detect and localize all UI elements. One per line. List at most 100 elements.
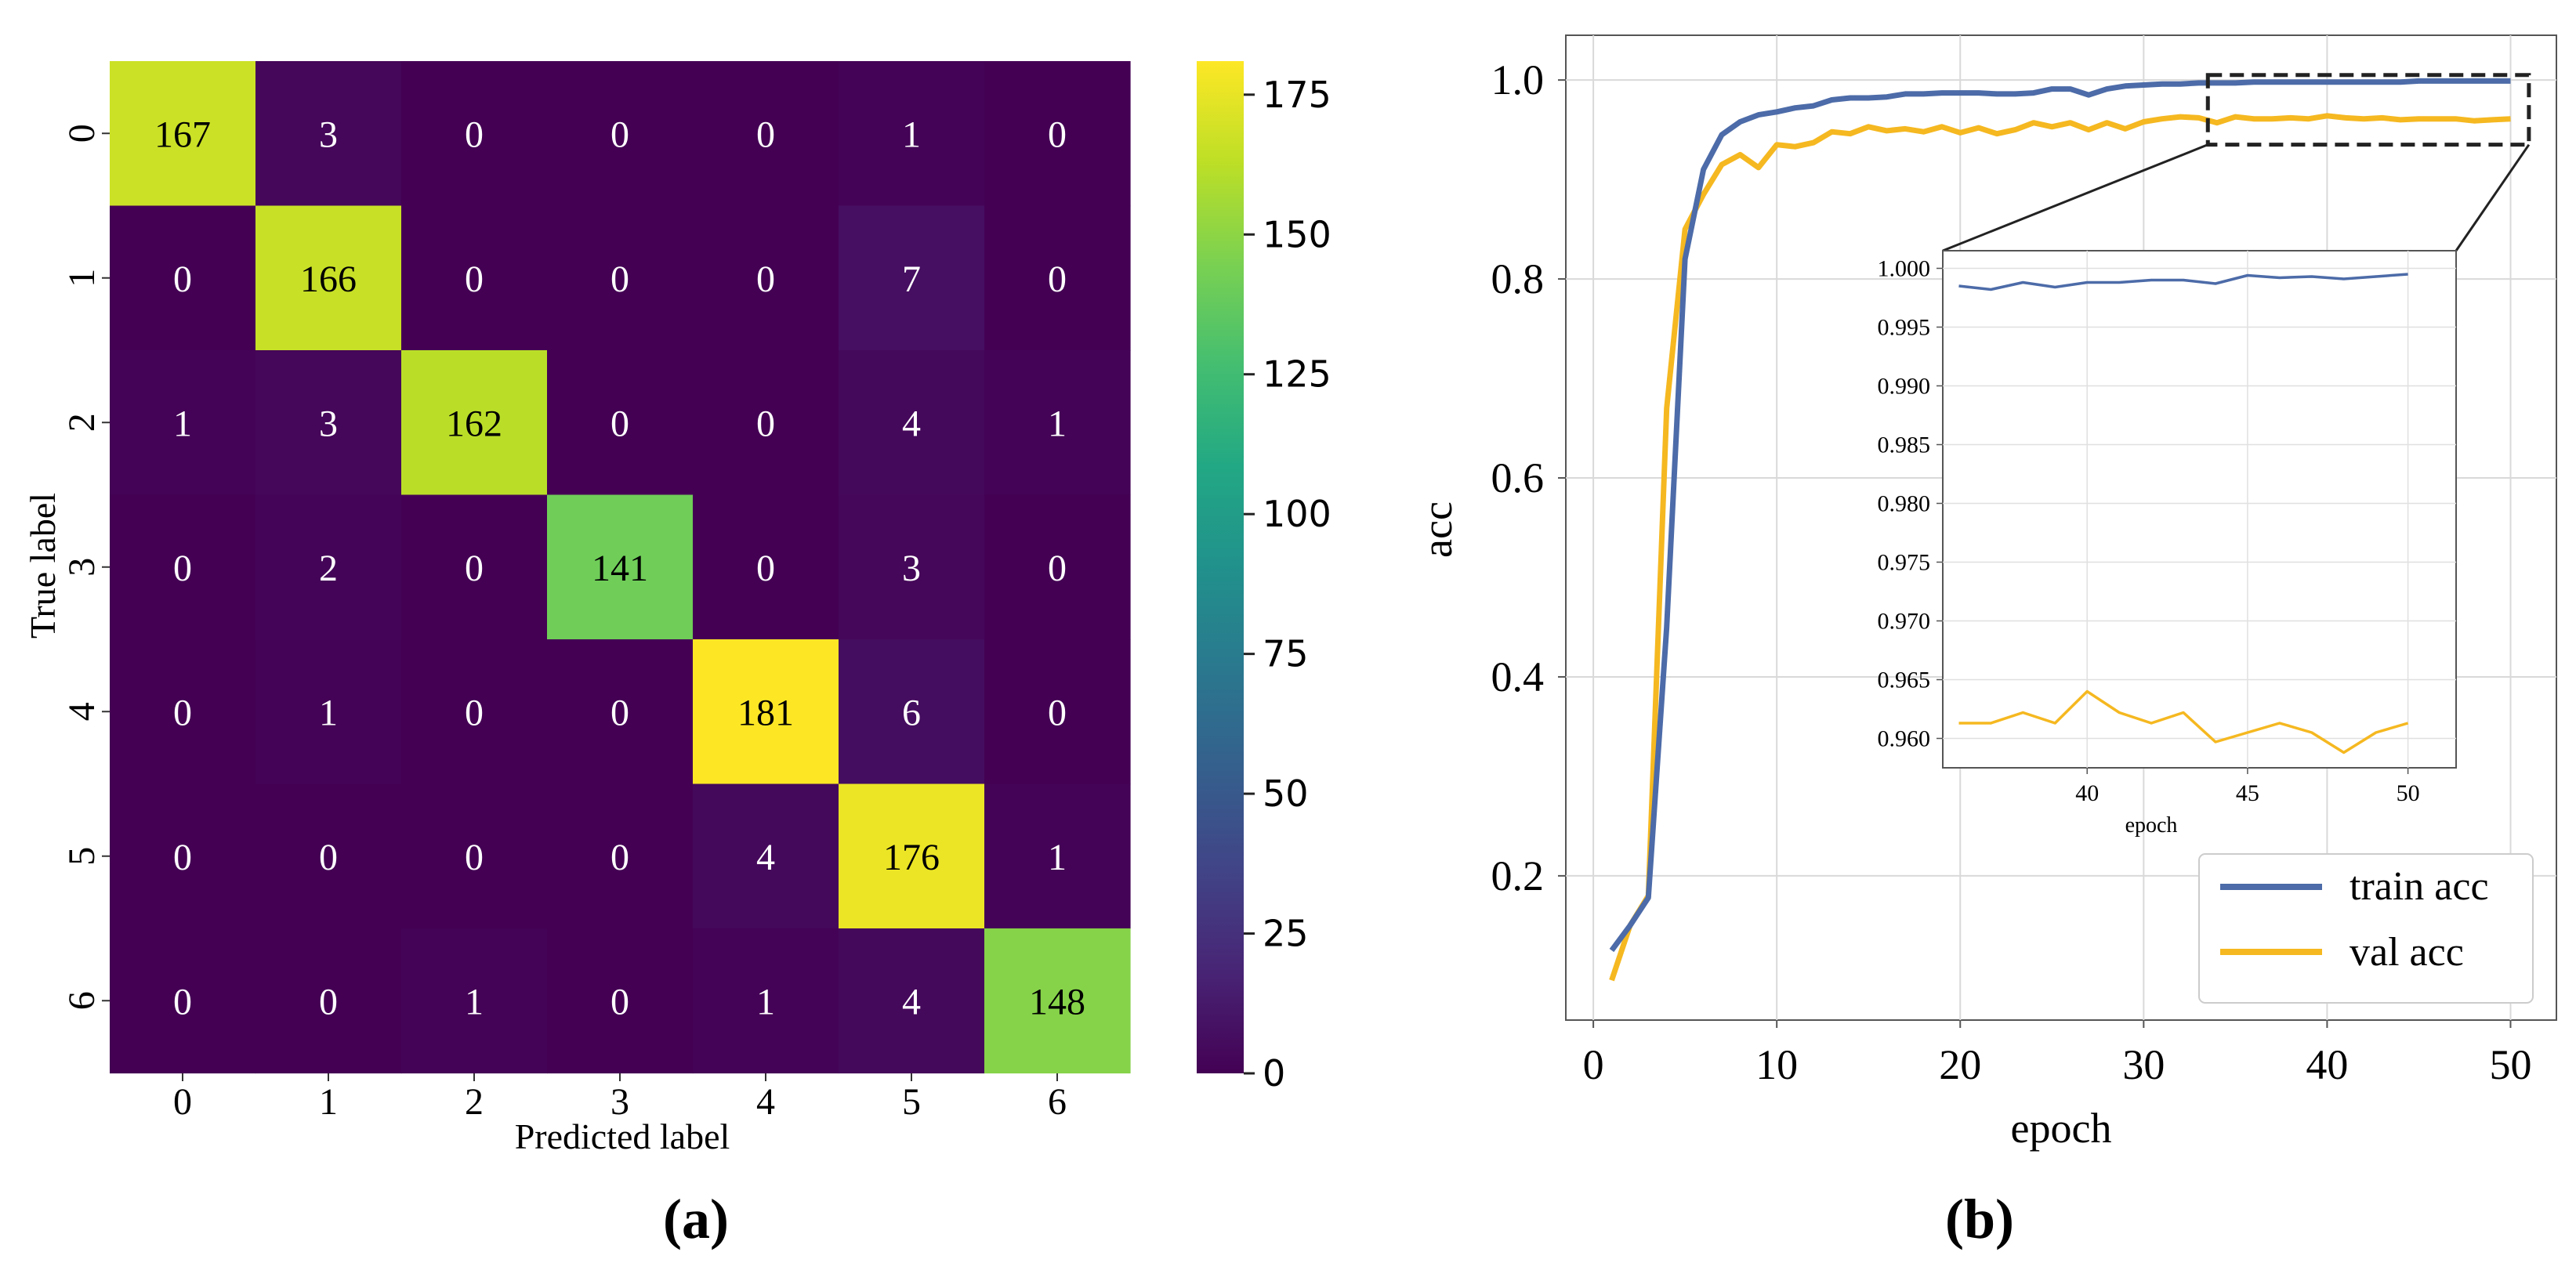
heatmap-x-tick-label: 5 bbox=[902, 1081, 921, 1123]
heatmap-y-tick-label: 1 bbox=[61, 269, 103, 288]
heatmap-cell-value: 1 bbox=[465, 981, 484, 1022]
heatmap-cell bbox=[984, 61, 1131, 207]
heatmap-cell-value: 1 bbox=[319, 692, 338, 733]
heatmap-y-tick-label: 4 bbox=[61, 702, 103, 721]
heatmap-cell bbox=[693, 928, 839, 1074]
heatmap-cell bbox=[401, 928, 548, 1074]
heatmap-y-tick-label: 2 bbox=[61, 413, 103, 432]
heatmap-y-label: True label bbox=[23, 493, 63, 639]
heatmap-cell-value: 0 bbox=[610, 403, 629, 444]
heatmap-cell-value: 0 bbox=[610, 259, 629, 300]
heatmap-cell bbox=[693, 494, 839, 640]
inset-plot-area bbox=[1942, 250, 2457, 769]
heatmap-cell bbox=[693, 350, 839, 496]
heatmap-cells bbox=[110, 61, 1131, 1074]
heatmap-cell-value: 7 bbox=[902, 259, 921, 300]
heatmap-x-ticks: 0 1 2 3 4 5 6 bbox=[173, 1073, 1067, 1123]
colorbar-tick-label: 0 bbox=[1263, 1052, 1285, 1095]
inset-y-tick-label: 0.995 bbox=[1878, 315, 1931, 341]
heatmap-cell-value: 0 bbox=[756, 259, 775, 300]
heatmap-cell-value: 0 bbox=[173, 259, 192, 300]
accuracy-panel: 0 10 20 30 40 50 0.2 0.4 0.6 0.8 1.0 40 45 50 0.960… bbox=[1414, 34, 2557, 1250]
heatmap-cell bbox=[255, 350, 402, 496]
heatmap-cell-value: 162 bbox=[446, 403, 502, 444]
inset-y-tick-label: 0.965 bbox=[1878, 668, 1931, 693]
heatmap-values: 167 3 0 0 0 1 00 166 0 0 0 7 01 3 162 0 0 4 10 2 0 141 0 3 00 1 0 0… bbox=[154, 114, 1085, 1022]
heatmap-cell bbox=[255, 639, 402, 785]
accuracy-x-label: epoch bbox=[2011, 1105, 2112, 1152]
heatmap-y-tick-label: 3 bbox=[61, 558, 103, 577]
heatmap-cell-value: 3 bbox=[319, 114, 338, 155]
heatmap-cell bbox=[839, 350, 985, 496]
heatmap-cell-value: 4 bbox=[756, 837, 775, 878]
heatmap-cell bbox=[255, 205, 402, 351]
heatmap-cell bbox=[839, 639, 985, 785]
heatmap-y-tick-label: 6 bbox=[61, 991, 103, 1010]
y-tick-label: 0.4 bbox=[1491, 653, 1545, 700]
heatmap-cell bbox=[547, 639, 694, 785]
heatmap-cell-value: 0 bbox=[1048, 548, 1067, 589]
legend-label-train: train acc bbox=[2350, 864, 2489, 909]
colorbar-tick-label: 175 bbox=[1263, 74, 1331, 116]
inset-y-tick-label: 0.990 bbox=[1878, 374, 1931, 400]
inset-x-tick-label: 40 bbox=[2075, 780, 2099, 806]
heatmap-cell-value: 2 bbox=[319, 548, 338, 589]
heatmap-cell-value: 1 bbox=[756, 981, 775, 1022]
heatmap-cell bbox=[693, 783, 839, 929]
heatmap-cell bbox=[110, 494, 256, 640]
heatmap-cell-value: 176 bbox=[883, 837, 940, 878]
heatmap-cell bbox=[401, 205, 548, 351]
heatmap-cell-value: 0 bbox=[756, 548, 775, 589]
colorbar-tick-label: 50 bbox=[1263, 772, 1309, 815]
train-acc-line bbox=[1609, 78, 2511, 953]
heatmap-cell-value: 167 bbox=[154, 114, 211, 155]
heatmap-cell bbox=[547, 205, 694, 351]
heatmap-cell-value: 0 bbox=[1048, 692, 1067, 733]
zoom-connector-right bbox=[2455, 143, 2531, 251]
heatmap-x-tick-label: 4 bbox=[756, 1081, 775, 1123]
inset-series bbox=[1958, 273, 2409, 754]
heatmap-cell bbox=[693, 205, 839, 351]
heatmap-x-label: Predicted label bbox=[515, 1116, 730, 1156]
heatmap-y-ticks: 0 1 2 3 4 5 6 bbox=[61, 124, 110, 1010]
heatmap-cell-value: 1 bbox=[173, 403, 192, 444]
heatmap-cell bbox=[255, 783, 402, 929]
x-tick-label: 10 bbox=[1755, 1041, 1798, 1088]
colorbar-tick-label: 125 bbox=[1263, 353, 1331, 396]
heatmap-cell bbox=[839, 494, 985, 640]
inset-y-tick-label: 0.970 bbox=[1878, 609, 1931, 635]
zoom-inset: 40 45 50 0.9600.9650.9700.9750.9800.9850.9… bbox=[1878, 250, 2457, 838]
heatmap-cell-value: 1 bbox=[1048, 837, 1067, 878]
colorbar-tick-label: 150 bbox=[1263, 213, 1331, 255]
heatmap-x-tick-label: 1 bbox=[319, 1081, 338, 1123]
inset-y-tick-label: 1.000 bbox=[1878, 256, 1931, 282]
heatmap-cell-value: 0 bbox=[1048, 114, 1067, 155]
heatmap-cell-value: 0 bbox=[610, 837, 629, 878]
inset-y-tick-label: 0.985 bbox=[1878, 432, 1931, 458]
heatmap-x-tick-label: 3 bbox=[610, 1081, 629, 1123]
colorbar-tick-label: 75 bbox=[1263, 633, 1309, 675]
x-axis-ticks: 0 10 20 30 40 50 bbox=[1583, 1020, 2531, 1088]
inset-x-tick-label: 45 bbox=[2236, 780, 2259, 806]
inset-x-tick-label: 50 bbox=[2397, 780, 2420, 806]
y-tick-label: 0.6 bbox=[1491, 454, 1545, 501]
heatmap-cell bbox=[839, 928, 985, 1074]
colorbar-ticks: 0 25 50 75 100 125 150 175 bbox=[1244, 74, 1331, 1095]
inset-y-tick-label: 0.975 bbox=[1878, 550, 1931, 576]
inset-val-acc-line bbox=[1958, 689, 2409, 754]
accuracy-series bbox=[1609, 78, 2511, 982]
heatmap-x-tick-label: 2 bbox=[465, 1081, 484, 1123]
heatmap-cell bbox=[547, 783, 694, 929]
heatmap-cell bbox=[547, 494, 694, 640]
colorbar-tick-label: 100 bbox=[1263, 493, 1331, 535]
legend-label-val: val acc bbox=[2350, 930, 2464, 975]
heatmap-cell-value: 0 bbox=[319, 837, 338, 878]
heatmap-cell-value: 0 bbox=[610, 114, 629, 155]
heatmap-cell bbox=[110, 639, 256, 785]
heatmap-cell bbox=[547, 350, 694, 496]
y-tick-label: 0.2 bbox=[1491, 852, 1545, 899]
heatmap-cell-value: 0 bbox=[173, 692, 192, 733]
heatmap-cell bbox=[401, 783, 548, 929]
heatmap-cell-value: 0 bbox=[465, 548, 484, 589]
